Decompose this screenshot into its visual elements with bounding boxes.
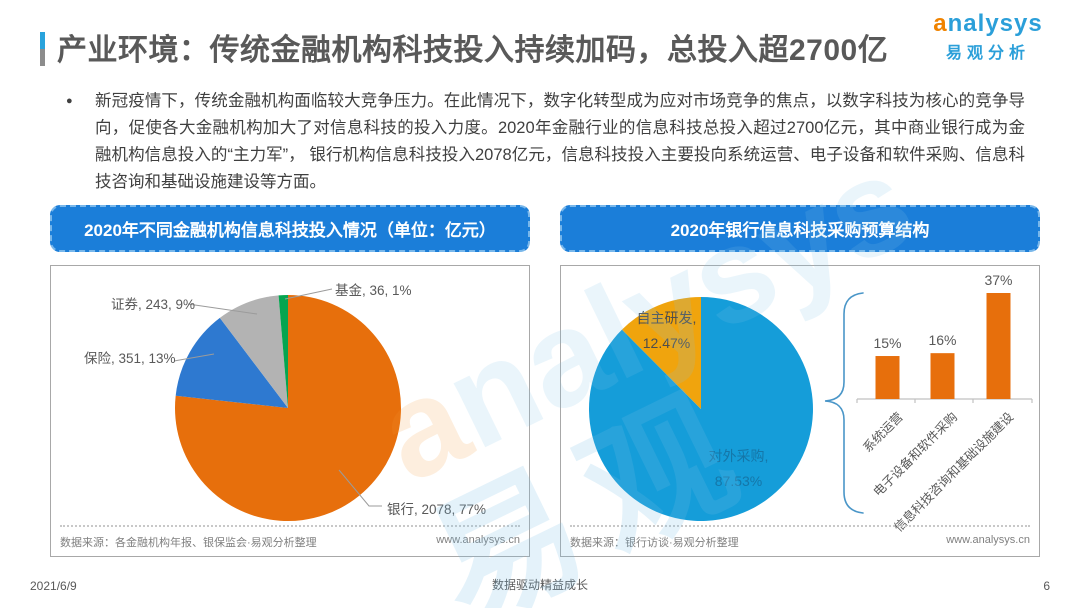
pie-label-self-development-value: 12.47% [642, 335, 691, 351]
institutions-pie-chart [173, 288, 401, 521]
pie-label-self-development: 自主研发, 12.47% [619, 306, 714, 356]
pie-label-external-procurement: 对外采购, 87.53% [686, 444, 791, 494]
left-data-source: 数据来源：各金融机构年报、银保监会·易观分析整理 [60, 537, 317, 549]
left-chart-title: 2020年不同金融机构信息科技投入情况（单位：亿元） [50, 205, 530, 252]
pie-left-slices [174, 295, 401, 521]
leader-lines [173, 288, 382, 507]
svg-text:16%: 16% [928, 332, 956, 348]
brand-logo: analysys 易观分析 [918, 10, 1058, 63]
left-website-link[interactable]: www.analysys.cn [436, 534, 520, 546]
svg-text:37%: 37% [984, 272, 1012, 288]
brand-logo-chinese: 易观分析 [945, 45, 1030, 62]
right-data-source: 数据来源：银行访谈·易观分析整理 [570, 537, 739, 549]
summary-paragraph: 新冠疫情下，传统金融机构面临较大竞争压力。在此情况下，数字化转型成为应对市场竞争… [95, 92, 1025, 191]
procurement-pie-bar-chart: 15% 16% 37% [588, 272, 1033, 521]
brand-logo-wordmark: analysys [933, 10, 1043, 37]
pie-label-external-procurement-value: 87.53% [714, 473, 763, 489]
pie-label-securities: 证券, 243, 9% [111, 297, 196, 312]
pie-label-fund: 基金, 36, 1% [335, 283, 412, 298]
pie-right-slices [588, 297, 813, 521]
right-chart-title: 2020年银行信息科技采购预算结构 [560, 205, 1040, 252]
brace-connector [824, 292, 864, 514]
procurement-bars: 15% 16% 37% [856, 272, 1033, 403]
page-title: 产业环境：传统金融机构科技投入持续加码，总投入超2700亿 [57, 34, 889, 67]
left-source-row: 数据来源：各金融机构年报、银保监会·易观分析整理 www.analysys.cn [60, 525, 520, 550]
pie-label-bank: 银行, 2078, 77% [387, 502, 487, 517]
pie-label-external-procurement-name: 对外采购, [708, 448, 769, 464]
left-chart-panel: 银行, 2078, 77% 保险, 351, 13% 证券, 243, 9% 基… [50, 265, 530, 557]
footer-date: 2021/6/9 [30, 579, 77, 593]
right-website-link[interactable]: www.analysys.cn [946, 534, 1030, 546]
footer-slogan: 数据驱动精益成长 [491, 578, 588, 592]
pie-label-self-development-name: 自主研发, [636, 310, 697, 326]
pie-label-insurance: 保险, 351, 13% [84, 351, 176, 366]
right-chart-panel: 15% 16% 37% 自主研发, 12.47% 对外采购, 87.53% 系统运营… [560, 265, 1040, 557]
bullet-icon: ● [66, 95, 73, 107]
title-accent-bar [40, 32, 45, 66]
svg-text:15%: 15% [873, 335, 901, 351]
right-source-row: 数据来源：银行访谈·易观分析整理 www.analysys.cn [570, 525, 1030, 550]
footer-page-number: 6 [1043, 579, 1050, 593]
